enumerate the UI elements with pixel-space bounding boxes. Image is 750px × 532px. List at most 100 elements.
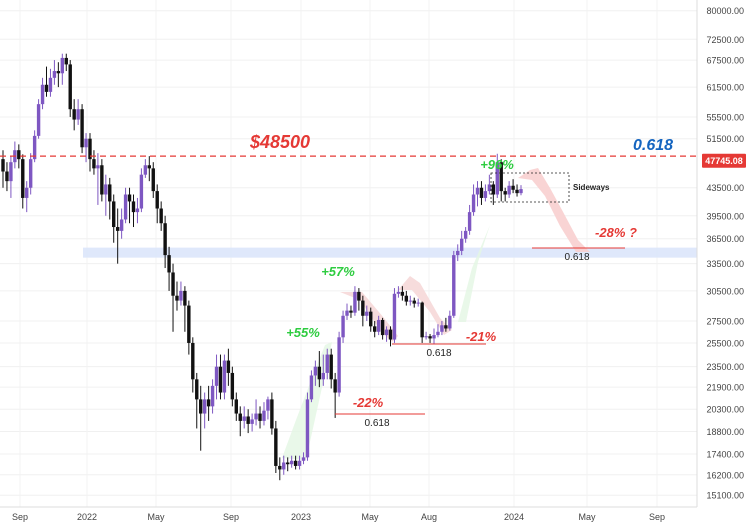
- candle-body: [325, 354, 329, 373]
- candle-body: [68, 64, 72, 110]
- candle-body: [147, 165, 152, 169]
- candle-body: [226, 360, 231, 373]
- fib-label: 0.618: [426, 348, 451, 359]
- candle-body: [396, 291, 401, 294]
- candle-body: [52, 71, 57, 78]
- candle: [131, 194, 136, 228]
- candle-body: [88, 138, 92, 160]
- candle: [507, 181, 511, 198]
- y-tick-label: 25500.00: [706, 338, 744, 348]
- drop-label: -22%: [353, 395, 384, 410]
- y-tick-label: 43500.00: [706, 183, 744, 193]
- candle: [487, 174, 492, 195]
- candle: [353, 286, 357, 316]
- candle: [459, 230, 464, 256]
- candle: [88, 133, 92, 172]
- candle: [436, 324, 440, 338]
- candle-body: [361, 300, 365, 316]
- fib-top-label: 0.618: [633, 137, 673, 154]
- candle-body: [341, 315, 345, 338]
- candle-body: [459, 238, 464, 251]
- candle: [329, 348, 333, 389]
- candle-body: [365, 311, 369, 316]
- candle-body: [372, 326, 377, 332]
- candle: [119, 208, 124, 239]
- candle-body: [369, 311, 373, 327]
- candle-body: [428, 336, 432, 339]
- price-tag: [702, 153, 746, 168]
- candle-body: [392, 293, 397, 340]
- candle: [13, 141, 17, 169]
- fib-label: 0.618: [364, 418, 389, 429]
- projection-shade: [518, 168, 590, 252]
- candle-body: [380, 319, 385, 336]
- y-tick-label: 15100.00: [706, 491, 744, 501]
- candle-body: [246, 416, 250, 424]
- x-tick-label: Sep: [223, 512, 239, 522]
- fib-label: 0.618: [564, 252, 589, 263]
- candle-body: [199, 399, 203, 414]
- candle-body: [179, 290, 183, 301]
- candle-body: [171, 272, 175, 296]
- candle: [313, 360, 318, 386]
- candle: [416, 298, 420, 307]
- candle: [64, 53, 68, 72]
- candle: [123, 187, 128, 224]
- candle-body: [436, 331, 440, 336]
- candle: [456, 244, 460, 262]
- candle-body: [222, 360, 227, 393]
- candle: [274, 420, 278, 473]
- candle-body: [96, 165, 100, 169]
- candle-body: [313, 366, 318, 376]
- y-tick-label: 36500.00: [706, 234, 744, 244]
- candle-body: [305, 399, 310, 458]
- drop-label: -28% ?: [595, 225, 637, 240]
- candle: [80, 104, 84, 154]
- candle-body: [519, 189, 523, 194]
- candle: [412, 297, 416, 308]
- y-tick-label: 55500.00: [706, 112, 744, 122]
- candle-body: [163, 223, 167, 256]
- candle-body: [183, 290, 187, 306]
- candle: [147, 156, 152, 182]
- candle: [345, 303, 349, 320]
- candle-body: [76, 109, 80, 120]
- y-tick-label: 30500.00: [706, 286, 744, 296]
- candle-body: [48, 77, 53, 92]
- candle-body: [297, 460, 302, 466]
- candle: [301, 452, 306, 465]
- candle-body: [202, 399, 207, 414]
- candle-body: [159, 208, 163, 224]
- candle-body: [282, 462, 286, 470]
- candle: [199, 385, 203, 451]
- candle: [187, 300, 191, 355]
- candle: [155, 184, 159, 224]
- candle: [463, 227, 468, 243]
- candle: [384, 326, 389, 342]
- x-tick-label: 2023: [291, 512, 311, 522]
- y-tick-label: 16200.00: [706, 470, 744, 480]
- candle: [84, 133, 88, 163]
- candle: [191, 337, 195, 393]
- candle: [210, 379, 215, 414]
- candle: [392, 288, 397, 343]
- candle: [396, 286, 401, 298]
- candle-body: [479, 187, 484, 198]
- candle: [515, 184, 519, 197]
- candle: [68, 60, 72, 117]
- y-tick-label: 27500.00: [706, 317, 744, 327]
- candle-body: [104, 184, 108, 195]
- candle-body: [293, 460, 298, 466]
- candle-body: [21, 159, 25, 198]
- candle: [357, 288, 361, 311]
- candle-body: [495, 162, 499, 195]
- candle-body: [357, 291, 361, 301]
- candle-body: [321, 372, 325, 380]
- candle: [519, 185, 523, 196]
- y-tick-label: 72500.00: [706, 35, 744, 45]
- candle-body: [195, 379, 199, 400]
- candle-body: [135, 208, 140, 213]
- x-tick-label: May: [361, 512, 379, 522]
